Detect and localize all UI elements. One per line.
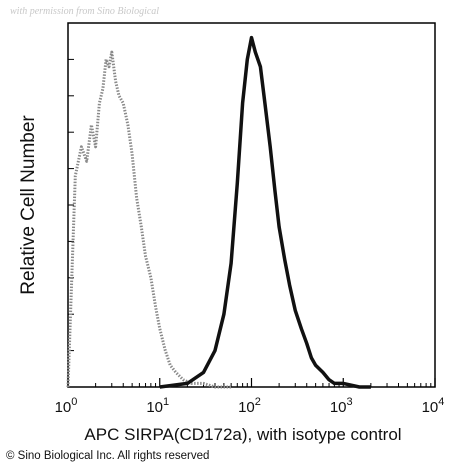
x-axis-ticks (67, 378, 436, 387)
histogram-series-2 (159, 35, 371, 389)
series-group (66, 35, 371, 389)
plot-area (66, 22, 436, 389)
copyright-notice: © Sino Biological Inc. All rights reserv… (6, 450, 209, 462)
x-tick-label: 102 (238, 396, 261, 416)
watermark: with permission from Sino Biological (10, 6, 159, 17)
x-tick-label: 104 (422, 396, 445, 416)
plot-frame (67, 22, 436, 388)
x-tick-label: 103 (330, 396, 353, 416)
x-tick-label: 100 (55, 396, 78, 416)
histogram-series-1 (66, 50, 232, 389)
x-axis-label: APC SIRPA(CD172a), with isotype control (84, 425, 401, 444)
x-tick-label: 101 (146, 396, 169, 416)
y-axis-label: Relative Cell Number (18, 115, 39, 295)
y-axis-ticks (68, 58, 74, 352)
x-tick-labels: 100 101 102 103 104 (55, 396, 445, 416)
